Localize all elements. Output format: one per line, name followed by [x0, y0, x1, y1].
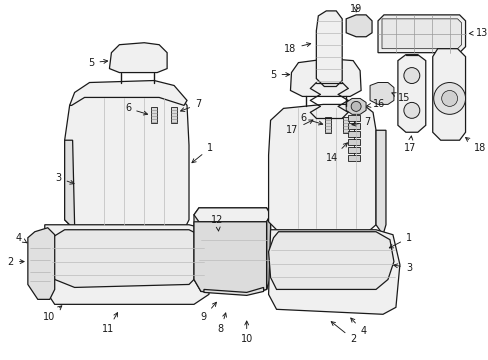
Polygon shape: [347, 115, 359, 121]
Text: 10: 10: [42, 306, 61, 322]
Polygon shape: [347, 131, 359, 137]
Circle shape: [350, 102, 360, 111]
Circle shape: [433, 82, 465, 114]
Polygon shape: [347, 147, 359, 153]
Polygon shape: [346, 15, 371, 37]
Text: 6: 6: [300, 113, 322, 125]
Circle shape: [403, 68, 419, 84]
Polygon shape: [316, 11, 342, 86]
Polygon shape: [28, 228, 55, 300]
Text: 5: 5: [270, 69, 289, 80]
Text: 12: 12: [211, 215, 224, 231]
Polygon shape: [397, 55, 425, 132]
Polygon shape: [194, 208, 270, 294]
Text: 19: 19: [349, 4, 362, 14]
Polygon shape: [194, 222, 266, 294]
Polygon shape: [290, 59, 360, 96]
Text: 18: 18: [465, 138, 485, 153]
Text: 11: 11: [102, 312, 117, 334]
Polygon shape: [381, 19, 461, 49]
Text: 3: 3: [56, 173, 74, 184]
Polygon shape: [369, 82, 393, 104]
Polygon shape: [347, 139, 359, 145]
Polygon shape: [109, 43, 167, 73]
Text: 17: 17: [285, 120, 312, 135]
Polygon shape: [50, 230, 203, 287]
Text: 2: 2: [330, 321, 356, 344]
Text: 14: 14: [325, 143, 347, 163]
Text: 4: 4: [16, 233, 27, 243]
Polygon shape: [64, 140, 75, 230]
Polygon shape: [64, 93, 189, 230]
Polygon shape: [45, 225, 213, 304]
Circle shape: [403, 102, 419, 118]
Polygon shape: [325, 117, 330, 133]
Text: 15: 15: [391, 93, 409, 103]
Text: 1: 1: [192, 143, 213, 163]
Text: 3: 3: [393, 262, 411, 273]
Text: 10: 10: [240, 321, 252, 344]
Polygon shape: [266, 215, 270, 289]
Text: 17: 17: [403, 136, 415, 153]
Polygon shape: [347, 155, 359, 161]
Polygon shape: [375, 130, 385, 235]
Polygon shape: [203, 287, 263, 296]
Polygon shape: [347, 123, 359, 129]
Text: 18: 18: [284, 43, 310, 54]
Polygon shape: [69, 81, 186, 105]
Polygon shape: [151, 107, 157, 123]
Circle shape: [441, 90, 457, 107]
Polygon shape: [346, 98, 366, 114]
Text: 13: 13: [468, 28, 487, 38]
Text: 1: 1: [388, 233, 411, 248]
Text: 2: 2: [8, 257, 24, 266]
Text: 16: 16: [366, 99, 385, 109]
Polygon shape: [171, 107, 177, 123]
Polygon shape: [343, 117, 348, 133]
Text: 7: 7: [351, 117, 369, 127]
Text: 7: 7: [180, 99, 201, 112]
Text: 6: 6: [125, 103, 147, 115]
Polygon shape: [194, 208, 270, 222]
Polygon shape: [432, 49, 465, 140]
Polygon shape: [377, 15, 465, 53]
Text: 5: 5: [88, 58, 107, 68]
Text: 4: 4: [350, 318, 366, 336]
Polygon shape: [268, 230, 399, 314]
Text: 8: 8: [217, 313, 226, 334]
Polygon shape: [268, 104, 375, 232]
Polygon shape: [268, 232, 393, 289]
Text: 9: 9: [201, 302, 216, 322]
